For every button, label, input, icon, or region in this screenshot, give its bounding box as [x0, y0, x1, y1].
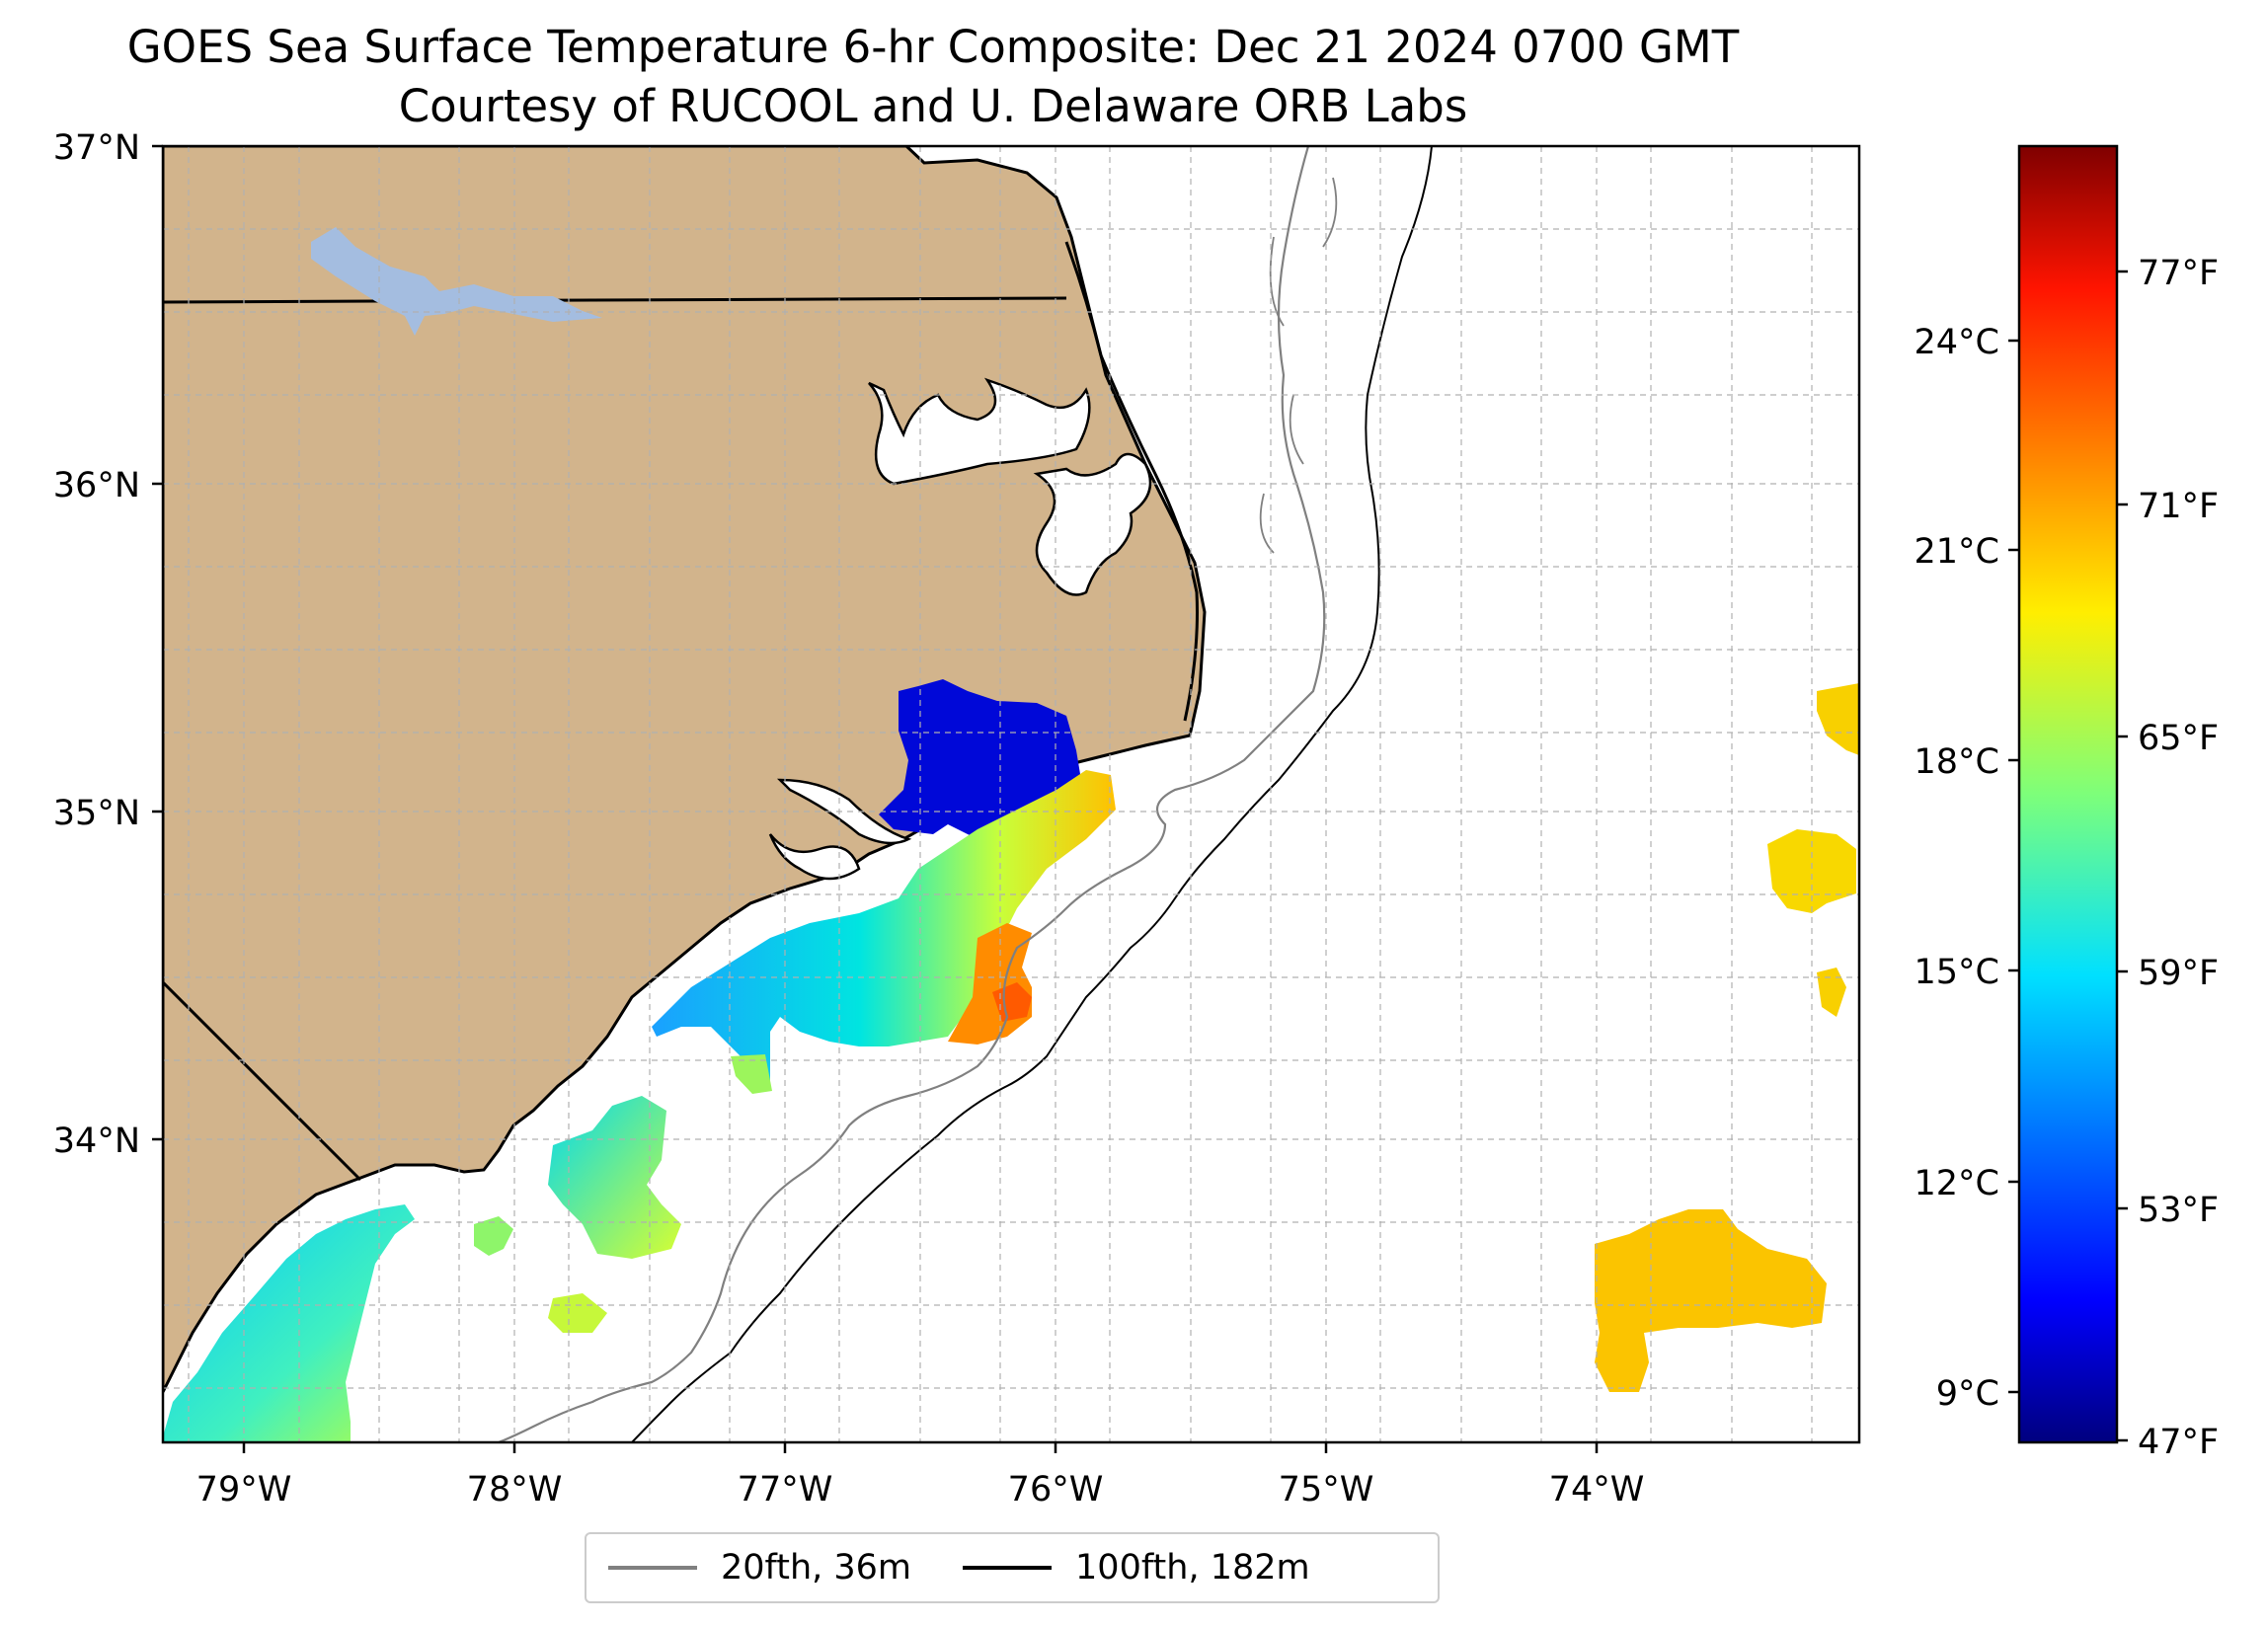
lat-label-37: 37°N	[53, 128, 140, 168]
map-subtitle: Courtesy of RUCOOL and U. Delaware ORB L…	[398, 80, 1468, 132]
sst-shelf-gradient	[652, 770, 1116, 1091]
lat-label-35: 35°N	[53, 794, 140, 833]
colorbar	[2017, 144, 2119, 1444]
kerr-lake	[311, 227, 602, 336]
colorbar-ticks	[2008, 270, 2128, 1442]
sst-offshore-blob-1	[548, 1096, 681, 1259]
colorbar-c-label-18: 18°C	[1915, 742, 1999, 782]
legend-item-20fth: 20fth, 36m	[608, 1548, 911, 1587]
lon-label-76: 76°W	[1008, 1470, 1104, 1510]
lon-label-75: 75°W	[1279, 1470, 1374, 1510]
axis-ticks	[152, 144, 1599, 1453]
sst-southwest-patch	[163, 1204, 415, 1442]
map-grid	[163, 146, 1859, 1442]
sst-east-patch-3	[1817, 968, 1846, 1017]
sst-pamlico-cold	[879, 679, 1081, 839]
isobath-100fth	[631, 146, 1433, 1442]
sst-warm-core	[992, 982, 1032, 1022]
sst-east-patch-2	[1767, 829, 1856, 913]
lon-label-77: 77°W	[738, 1470, 833, 1510]
sst-east-patch-1	[1817, 683, 1859, 755]
lat-label-34: 34°N	[53, 1122, 140, 1161]
sst-small-patch-3	[731, 1054, 772, 1094]
colorbar-f-label-47: 47°F	[2138, 1423, 2219, 1462]
sst-small-patch-2	[548, 1293, 607, 1333]
legend-swatch-gray-line	[608, 1566, 697, 1570]
colorbar-f-label-77: 77°F	[2138, 254, 2219, 293]
sst-small-patch-1	[474, 1216, 513, 1256]
neuse-river	[776, 778, 912, 845]
colorbar-f-label-53: 53°F	[2138, 1191, 2219, 1230]
colorbar-c-label-12: 12°C	[1915, 1164, 1999, 1203]
lat-label-36: 36°N	[53, 466, 140, 505]
map-title: GOES Sea Surface Temperature 6-hr Compos…	[126, 21, 1740, 73]
lon-label-74: 74°W	[1549, 1470, 1645, 1510]
isobath-20fth	[498, 146, 1326, 1442]
map-frame	[161, 144, 1861, 1444]
colorbar-c-label-24: 24°C	[1915, 323, 1999, 362]
legend-item-100fth: 100fth, 182m	[963, 1548, 1310, 1587]
colorbar-f-label-59: 59°F	[2138, 954, 2219, 993]
barrier-islands	[1064, 241, 1199, 722]
colorbar-f-label-71: 71°F	[2138, 487, 2219, 526]
isobath-legend: 20fth, 36m 100fth, 182m	[585, 1532, 1440, 1603]
va-nc-border	[163, 296, 1067, 304]
sst-east-patch-4	[1595, 1209, 1827, 1392]
legend-label-100fth: 100fth, 182m	[1075, 1548, 1310, 1587]
colorbar-c-label-21: 21°C	[1915, 532, 1999, 572]
pamlico-sound	[1033, 452, 1152, 596]
colorbar-c-label-9: 9°C	[1936, 1374, 1999, 1414]
new-river	[768, 833, 861, 881]
map-area	[163, 146, 1859, 1442]
nc-sc-border	[163, 980, 362, 1182]
legend-label-20fth: 20fth, 36m	[721, 1548, 912, 1587]
lon-label-79: 79°W	[196, 1470, 292, 1510]
lon-label-78: 78°W	[467, 1470, 563, 1510]
colorbar-c-label-15: 15°C	[1915, 953, 1999, 992]
legend-swatch-black-line	[963, 1566, 1053, 1570]
colorbar-f-label-65: 65°F	[2138, 719, 2219, 758]
